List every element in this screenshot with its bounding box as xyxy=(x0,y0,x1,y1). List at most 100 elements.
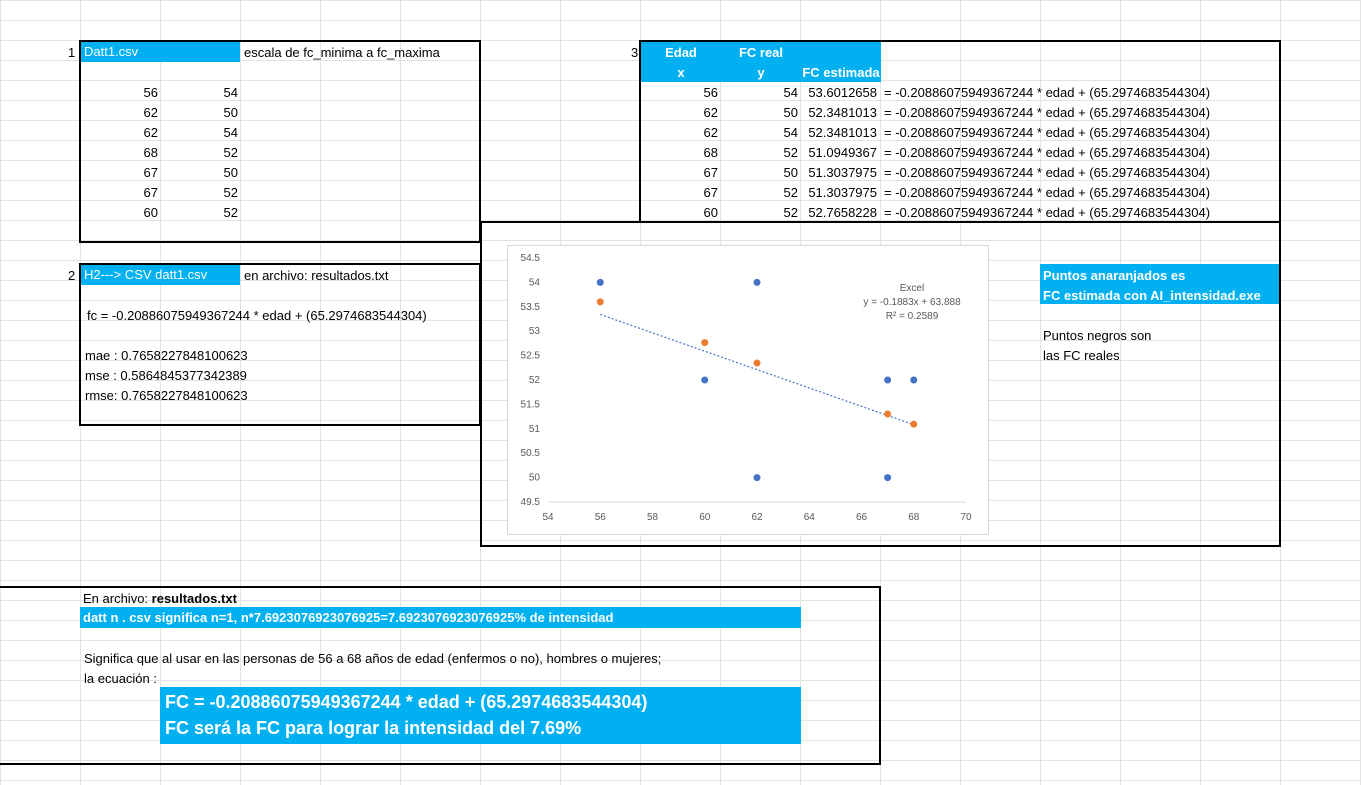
section3-cell-fcest: 52.3481013 xyxy=(808,105,877,120)
x-tick-label: 68 xyxy=(908,512,920,523)
formula-line1: FC = -0.20886075949367244 * edad + (65.2… xyxy=(165,692,648,712)
section3-cell-edad: 62 xyxy=(703,105,718,120)
section1-cell-x: 67 xyxy=(143,165,158,180)
header-fc-real: FC real xyxy=(738,45,784,60)
header-fc-estimada: FC estimada xyxy=(802,65,880,80)
section1-cell-x: 62 xyxy=(143,105,158,120)
section2-label: H2---> CSV datt1.csv xyxy=(84,267,208,282)
y-tick-label: 50.5 xyxy=(521,448,541,459)
orange-note-line1: Puntos anaranjados es xyxy=(1043,268,1186,283)
formula-line2: FC será la FC para lograr la intensidad … xyxy=(165,718,582,738)
x-tick-label: 56 xyxy=(595,512,607,523)
trendline-equation: y = -0.1883x + 63.888 xyxy=(863,297,961,308)
real-fc-point xyxy=(753,474,761,482)
section3-cell-fcest: 51.3037975 xyxy=(808,185,877,200)
section3-cell-fcreal: 54 xyxy=(783,85,798,100)
section1-cell-x: 56 xyxy=(143,85,158,100)
trendline xyxy=(600,313,914,426)
section3-cell-edad: 56 xyxy=(703,85,718,100)
y-tick-label: 52 xyxy=(529,375,541,386)
black-note-line1: Puntos negros son xyxy=(1043,328,1152,343)
section1-cell-y: 54 xyxy=(223,85,238,100)
section1-cell-y: 54 xyxy=(223,125,238,140)
section2-rmse: rmse: 0.7658227848100623 xyxy=(85,388,248,403)
section1-number: 1 xyxy=(68,45,76,60)
estimated-fc-point xyxy=(596,298,604,306)
section3-cell-edad: 67 xyxy=(703,165,718,180)
estimated-fc-point xyxy=(701,339,709,347)
y-tick-label: 52.5 xyxy=(521,351,541,362)
section1-cell-x: 68 xyxy=(143,145,158,160)
bottom-file-line: En archivo: resultados.txt xyxy=(83,591,237,606)
section1-cell-y: 50 xyxy=(223,165,238,180)
x-tick-label: 66 xyxy=(856,512,868,523)
section3-cell-formula: = -0.20886075949367244 * edad + (65.2974… xyxy=(884,205,1211,220)
header-x: x xyxy=(677,65,685,80)
formula-box: FC = -0.20886075949367244 * edad + (65.2… xyxy=(160,687,801,744)
y-tick-label: 54 xyxy=(529,277,541,288)
y-tick-label: 53 xyxy=(529,326,541,337)
trendline-r2: R² = 0.2589 xyxy=(886,311,939,322)
section3-cell-fcreal: 50 xyxy=(783,165,798,180)
orange-points-note: Puntos anaranjados es FC estimada con AI… xyxy=(1040,264,1279,304)
chart-svg: 54 56 58 60 62 64 66 68 70 49.5 50 50.5 51 51.5 52 52.5… xyxy=(521,253,972,523)
bottom-desc2: la ecuación : xyxy=(84,671,157,686)
x-tick-label: 54 xyxy=(542,512,554,523)
section3-cell-edad: 62 xyxy=(703,125,718,140)
section3-cell-formula: = -0.20886075949367244 * edad + (65.2974… xyxy=(884,105,1211,120)
y-tick-label: 54.5 xyxy=(521,253,541,264)
y-tick-label: 50 xyxy=(529,473,541,484)
section2-label-cell[interactable]: H2---> CSV datt1.csv xyxy=(81,265,240,285)
bottom-file-name: resultados.txt xyxy=(151,591,237,606)
black-note-line2: las FC reales xyxy=(1043,348,1120,363)
section3-cell-fcreal: 52 xyxy=(783,145,798,160)
section1-cell-y: 52 xyxy=(223,205,238,220)
bottom-file-prefix: En archivo: xyxy=(83,591,152,606)
estimated-fc-point xyxy=(753,359,761,367)
section3-number: 3 xyxy=(631,45,639,60)
section1-note: escala de fc_minima a fc_maxima xyxy=(244,45,440,60)
section2-mse: mse : 0.5864845377342389 xyxy=(85,368,247,383)
section3-cell-fcreal: 50 xyxy=(783,105,798,120)
section3-cell-fcest: 52.7658228 xyxy=(808,205,877,220)
section1-cell-x: 62 xyxy=(143,125,158,140)
section3-cell-fcreal: 52 xyxy=(783,185,798,200)
section1-file-cell[interactable]: Datt1.csv xyxy=(81,42,240,62)
section3-header-band xyxy=(641,42,881,82)
section1-cell-x: 60 xyxy=(143,205,158,220)
x-tick-label: 58 xyxy=(647,512,659,523)
y-tick-label: 51 xyxy=(529,424,541,435)
section3-cell-edad: 60 xyxy=(703,205,718,220)
trendline-label: Excel xyxy=(900,283,924,294)
real-fc-point xyxy=(701,376,709,384)
section3-cell-fcreal: 52 xyxy=(783,205,798,220)
section1-cell-y: 52 xyxy=(223,185,238,200)
real-fc-point xyxy=(596,278,604,286)
section3-cell-fcreal: 54 xyxy=(783,125,798,140)
section3-cell-fcest: 52.3481013 xyxy=(808,125,877,140)
bottom-box xyxy=(0,586,881,765)
estimated-fc-point xyxy=(884,410,892,418)
header-y: y xyxy=(757,65,765,80)
scatter-chart[interactable]: 54 56 58 60 62 64 66 68 70 49.5 50 50.5 51 51.5 52 52.5… xyxy=(507,245,989,535)
section2-equation: fc = -0.20886075949367244 * edad + (65.2… xyxy=(87,308,427,323)
section1-file-label: Datt1.csv xyxy=(84,44,139,59)
y-tick-label: 49.5 xyxy=(521,497,541,508)
section1-cell-y: 52 xyxy=(223,145,238,160)
x-tick-label: 60 xyxy=(699,512,711,523)
section1-cell-x: 67 xyxy=(143,185,158,200)
section3-cell-edad: 68 xyxy=(703,145,718,160)
y-tick-label: 53.5 xyxy=(521,302,541,313)
section2-note: en archivo: resultados.txt xyxy=(244,268,389,283)
bottom-banner: datt n . csv significa n=1, n*7.69230769… xyxy=(80,607,801,628)
section1-cell-y: 50 xyxy=(223,105,238,120)
bottom-desc1: Significa que al usar en las personas de… xyxy=(84,651,662,666)
section3-cell-fcest: 51.0949367 xyxy=(808,145,877,160)
section3-cell-edad: 67 xyxy=(703,185,718,200)
section3-cell-formula: = -0.20886075949367244 * edad + (65.2974… xyxy=(884,145,1211,160)
section3-cell-formula: = -0.20886075949367244 * edad + (65.2974… xyxy=(884,185,1211,200)
x-tick-label: 62 xyxy=(751,512,763,523)
x-tick-label: 70 xyxy=(960,512,972,523)
estimated-fc-point xyxy=(910,420,918,428)
section2-mae: mae : 0.7658227848100623 xyxy=(85,348,248,363)
